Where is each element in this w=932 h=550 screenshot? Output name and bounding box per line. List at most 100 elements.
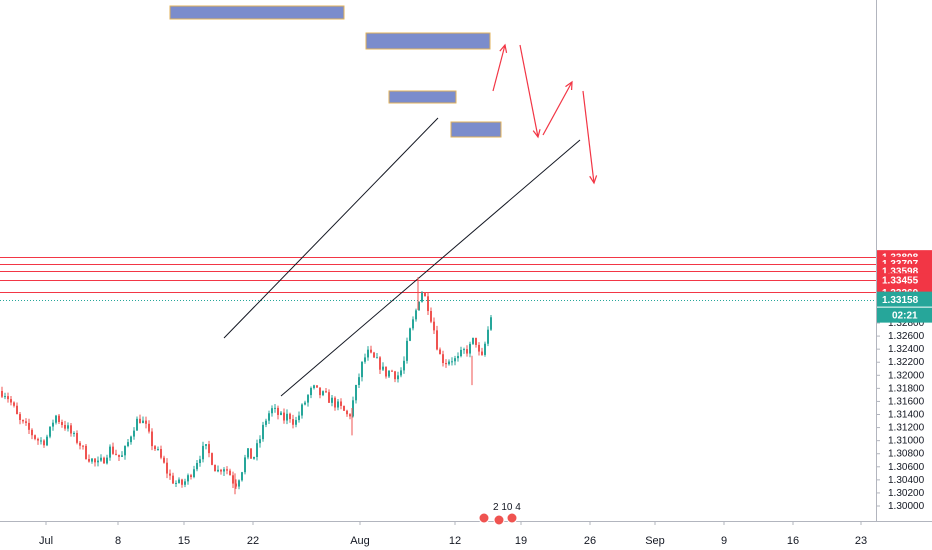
candle-body [382, 366, 384, 370]
y-tick-label: 1.31000 [888, 436, 925, 447]
x-tick-label: Sep [645, 535, 665, 547]
projection-arrow [519, 44, 539, 138]
candle-body [424, 292, 426, 297]
projection-arrowhead [532, 129, 541, 139]
candle-body [31, 429, 33, 436]
candle-body [481, 351, 483, 355]
x-tick-label: 8 [115, 535, 121, 547]
x-axis[interactable]: Jul 8 15 22 Aug 12 19 26 Sep 9 16 23 [39, 521, 867, 547]
projection-arrowhead [589, 175, 598, 185]
candle-body [337, 401, 339, 408]
candle-body [79, 442, 81, 446]
candle-body [73, 433, 75, 435]
candle-body [349, 414, 351, 417]
countdown-label: 02:21 [892, 311, 918, 322]
y-tick-label: 1.30400 [888, 475, 925, 486]
candle-body [64, 424, 66, 429]
candle-body [418, 301, 420, 311]
candle-body [352, 400, 354, 417]
candle-body [253, 457, 255, 459]
candle-body [85, 445, 87, 460]
candle-body [415, 310, 417, 320]
x-tick-label: 9 [721, 535, 727, 547]
candle-body [478, 344, 480, 352]
y-tick-label: 1.31200 [888, 423, 925, 434]
candle-body [469, 343, 471, 354]
y-tick-label: 1.32400 [888, 344, 925, 355]
candle-body [175, 482, 177, 484]
candle-body [292, 419, 294, 425]
event-flag-icon[interactable] [478, 512, 490, 524]
candle-body [394, 371, 396, 380]
candles [1, 277, 492, 495]
x-tick-label: 22 [247, 535, 259, 547]
projection-arrowhead [565, 80, 573, 91]
candle-body [235, 483, 237, 487]
candle-body [130, 436, 132, 443]
candle-body [124, 446, 126, 456]
candle-body [208, 444, 210, 454]
candle-body [439, 349, 441, 355]
event-flag-icon[interactable] [506, 512, 518, 524]
projection-arrow [542, 81, 573, 136]
candle-body [283, 412, 285, 421]
candle-body [100, 457, 102, 461]
candle-body [454, 358, 456, 362]
candle-body [355, 385, 357, 401]
y-tick-label: 1.31400 [888, 410, 925, 421]
x-tick-label: 26 [584, 535, 596, 547]
candle-body [379, 357, 381, 370]
candle-body [376, 357, 378, 359]
channel-upper-line [223, 117, 439, 339]
y-axis[interactable]: 1.30000 1.30200 1.30400 1.30600 1.30800 1.310… [876, 250, 932, 512]
candle-body [472, 337, 474, 344]
candle-body [445, 363, 447, 365]
current-price-badge[interactable] [877, 291, 932, 307]
y-tick-label: 1.30600 [888, 462, 925, 473]
economic-events[interactable]: 2 10 4 [478, 502, 521, 526]
event-flag-icon[interactable] [493, 514, 505, 526]
candle-body [76, 433, 78, 443]
candle-body [256, 443, 258, 458]
candle-body [343, 405, 345, 411]
candle-body [217, 469, 219, 472]
candle-body [367, 349, 369, 358]
candle-body [97, 460, 99, 463]
candle-body [448, 361, 450, 365]
candle-body [10, 399, 12, 403]
x-tick-label: 12 [449, 535, 461, 547]
y-tick-label: 1.32800 [888, 318, 925, 329]
candle-body [475, 337, 477, 345]
zone-lower [450, 121, 502, 138]
countdown-badge [877, 307, 932, 323]
candle-body [400, 370, 402, 376]
candle-body [106, 457, 108, 464]
candle-body [7, 396, 9, 400]
candle-body [112, 446, 114, 454]
candle-body [331, 397, 333, 403]
candle-body [211, 453, 213, 465]
candle-body [430, 311, 432, 322]
candle-body [247, 448, 249, 458]
candle-body [154, 446, 156, 450]
candle-body [37, 438, 39, 441]
zone-upper [365, 32, 491, 50]
candle-body [298, 415, 300, 421]
candle-body [406, 340, 408, 361]
candle-body [274, 407, 276, 409]
candle-body [334, 397, 336, 408]
candle-body [289, 413, 291, 420]
candle-body [202, 445, 204, 460]
level-price-badge[interactable] [877, 273, 932, 288]
candle-body [190, 475, 192, 477]
candle-body [286, 413, 288, 421]
candle-body [361, 361, 363, 378]
x-tick-label: 16 [787, 535, 799, 547]
candle-body [82, 445, 84, 447]
candle-body [163, 457, 165, 463]
candle-body [184, 481, 186, 485]
candle-body [151, 431, 153, 447]
